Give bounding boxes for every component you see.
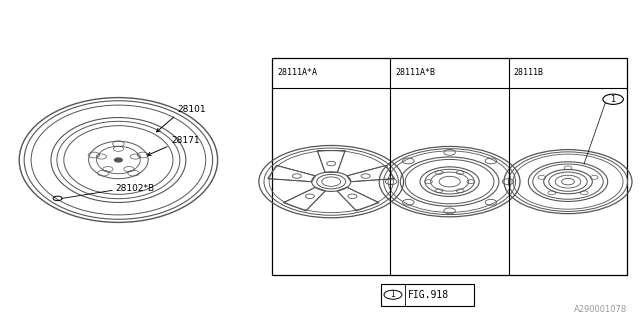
Text: A290001078: A290001078: [574, 305, 627, 314]
Text: FIG.918: FIG.918: [408, 290, 449, 300]
Text: 28111A*A: 28111A*A: [277, 68, 317, 77]
Text: 1: 1: [390, 290, 396, 299]
Text: 28111B: 28111B: [514, 68, 544, 77]
Text: 1: 1: [611, 95, 616, 104]
Circle shape: [115, 158, 122, 162]
Bar: [272, 58, 627, 275]
Text: 28171: 28171: [171, 136, 200, 145]
Bar: [381, 284, 474, 306]
Text: 28101: 28101: [177, 105, 206, 114]
Text: 28102*B: 28102*B: [115, 184, 154, 193]
Text: 28111A*B: 28111A*B: [396, 68, 435, 77]
